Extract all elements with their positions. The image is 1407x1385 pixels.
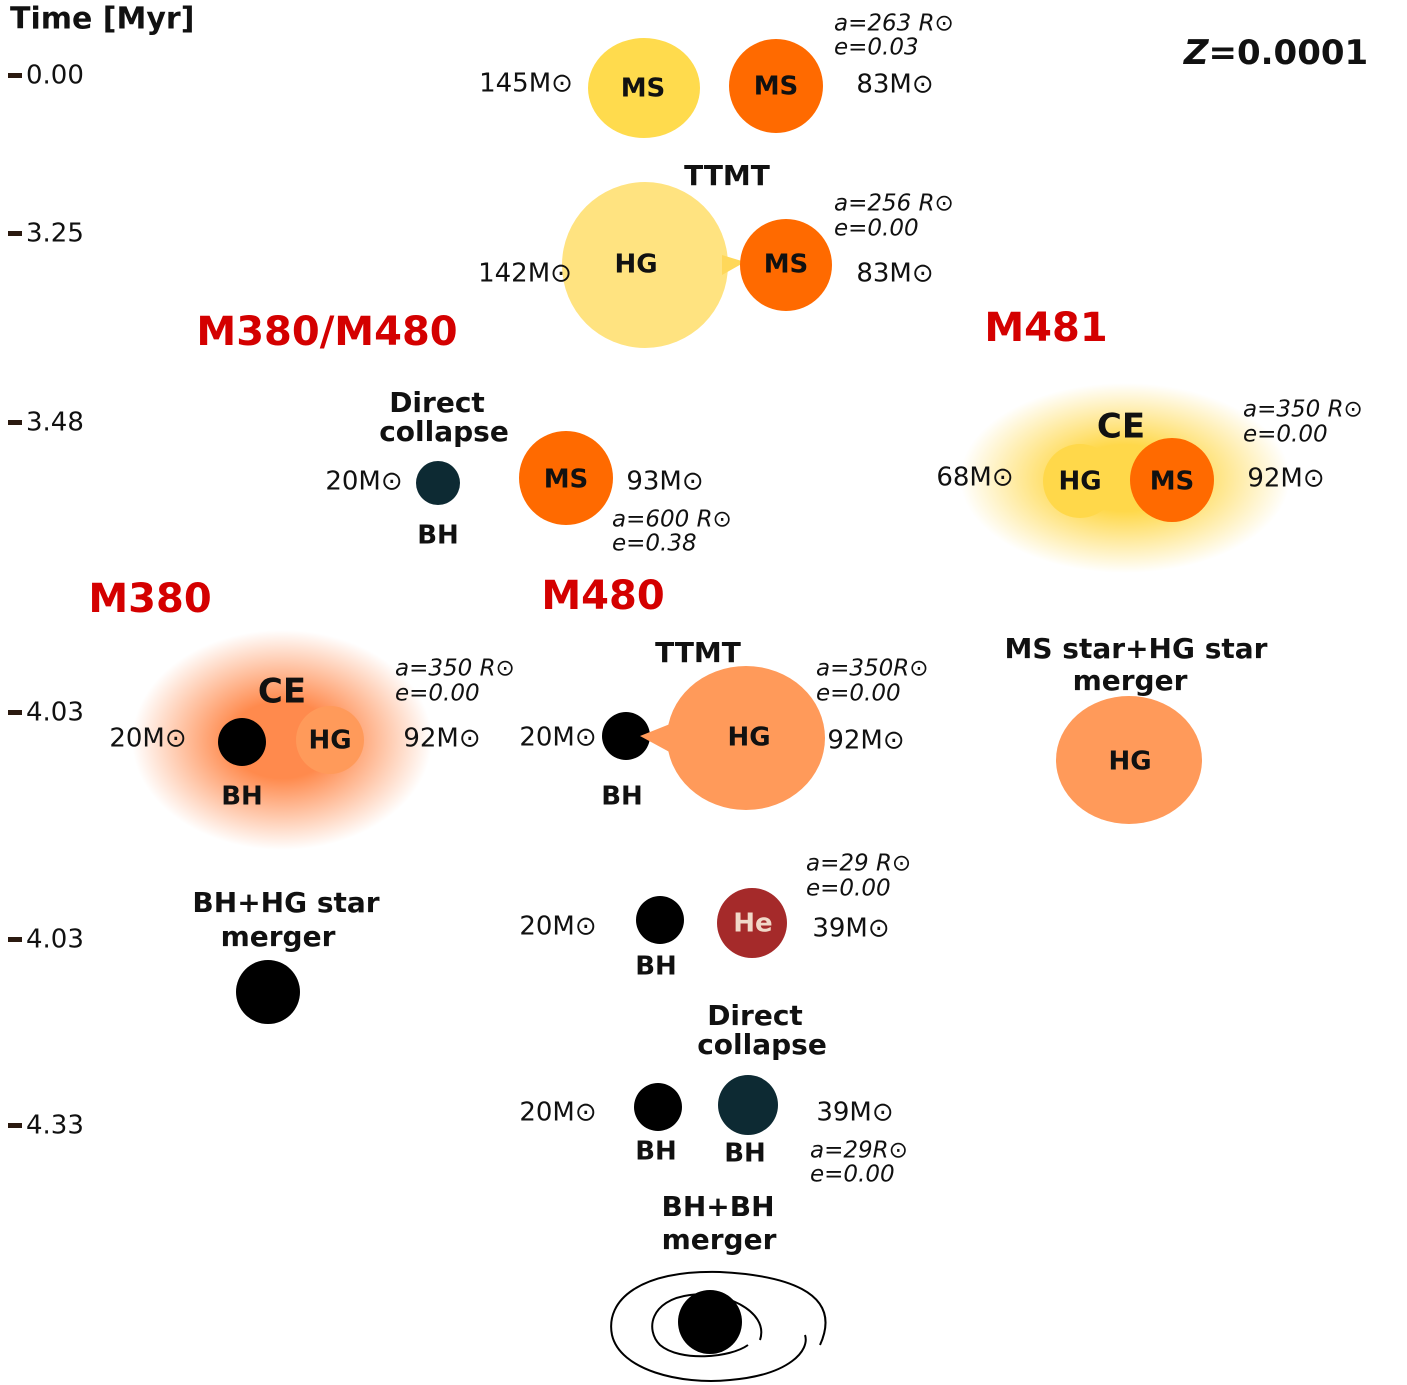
star: [634, 1083, 682, 1131]
channel: M481: [984, 305, 1107, 351]
star: [416, 461, 460, 505]
tick-label: 4.03: [26, 925, 84, 955]
mass: 92M⊙: [403, 724, 480, 754]
orbit: e=0.38: [612, 531, 697, 557]
mass: 39M⊙: [816, 1098, 893, 1128]
merger-product: [236, 960, 300, 1024]
orbit: a=350 R⊙: [395, 656, 515, 682]
orbit: a=29 R⊙: [806, 851, 911, 877]
event: BH+BH: [661, 1190, 774, 1223]
diagram: Time [Myr] 0.00 3.25 3.48 4.03 4.03 4.33…: [0, 0, 1407, 1385]
mass: 39M⊙: [812, 914, 889, 944]
star-label: BH: [221, 782, 263, 812]
mass: 92M⊙: [827, 726, 904, 756]
mass: 20M⊙: [519, 912, 596, 942]
orbit: a=350R⊙: [816, 656, 929, 682]
mass: 20M⊙: [109, 724, 186, 754]
event: merger: [662, 1223, 777, 1256]
star-label: BH: [635, 952, 677, 982]
channel: M380: [88, 576, 211, 622]
star-label: BH: [417, 521, 459, 551]
tick-label: 0.00: [26, 61, 84, 91]
event: collapse: [379, 415, 509, 448]
star-label: MS: [621, 74, 666, 104]
event: BH+HG star: [192, 886, 379, 919]
event: TTMT: [684, 159, 770, 192]
orbit: e=0.00: [810, 1162, 895, 1188]
mass: 20M⊙: [519, 723, 596, 753]
orbit: e=0.00: [1243, 422, 1328, 448]
event: merger: [221, 920, 336, 953]
mass: 145M⊙: [479, 69, 573, 99]
star-label: MS: [544, 465, 589, 495]
orbit: a=350 R⊙: [1243, 397, 1363, 423]
star: [718, 1075, 778, 1135]
channel: M480: [541, 573, 664, 619]
event: MS star+HG star: [1005, 632, 1268, 665]
star-label: He: [733, 909, 772, 939]
event: CE: [258, 672, 306, 712]
star-label: HG: [727, 723, 770, 753]
mass: 83M⊙: [856, 259, 933, 289]
tick-label: 4.03: [26, 698, 84, 728]
metallicity: Z=0.0001: [1183, 33, 1368, 73]
orbit: a=256 R⊙: [834, 191, 954, 217]
mass: 92M⊙: [1247, 464, 1324, 494]
tick-marks: [8, 73, 22, 1128]
tick-label: 3.48: [26, 408, 84, 438]
mass: 93M⊙: [626, 467, 703, 497]
orbit: e=0.00: [806, 876, 891, 902]
mass: 83M⊙: [856, 70, 933, 100]
star-label: BH: [635, 1137, 677, 1167]
orbit: e=0.00: [816, 681, 901, 707]
metallicity-symbol: Z: [1183, 33, 1210, 73]
star-label: BH: [601, 782, 643, 812]
star-label: BH: [724, 1139, 766, 1169]
star-label: MS: [764, 250, 809, 280]
merger-product: [678, 1290, 742, 1354]
star: [218, 718, 266, 766]
mass: 68M⊙: [936, 463, 1013, 493]
orbit: a=600 R⊙: [612, 507, 732, 533]
tick-label: 4.33: [26, 1111, 84, 1141]
channel: M380/M480: [196, 309, 457, 355]
star-label: MS: [1150, 467, 1195, 497]
event: CE: [1097, 407, 1145, 447]
star-label: HG: [614, 250, 657, 280]
orbit: e=0.03: [834, 35, 919, 61]
star: [636, 896, 684, 944]
mass: 20M⊙: [325, 467, 402, 497]
star-label: HG: [1058, 467, 1101, 497]
star-label: HG: [308, 726, 351, 756]
event: TTMT: [655, 636, 741, 669]
star-label: MS: [754, 72, 799, 102]
metallicity-value: =0.0001: [1208, 33, 1368, 73]
axis-title: Time [Myr]: [10, 2, 194, 37]
mass: 20M⊙: [519, 1098, 596, 1128]
orbit: a=29R⊙: [810, 1138, 908, 1164]
star-label: HG: [1108, 747, 1151, 777]
orbit: a=263 R⊙: [834, 11, 954, 37]
tick-label: 3.25: [26, 219, 84, 249]
orbit: e=0.00: [395, 681, 480, 707]
event: merger: [1073, 664, 1188, 697]
mass: 142M⊙: [478, 259, 572, 289]
event: collapse: [697, 1028, 827, 1061]
orbit: e=0.00: [834, 216, 919, 242]
